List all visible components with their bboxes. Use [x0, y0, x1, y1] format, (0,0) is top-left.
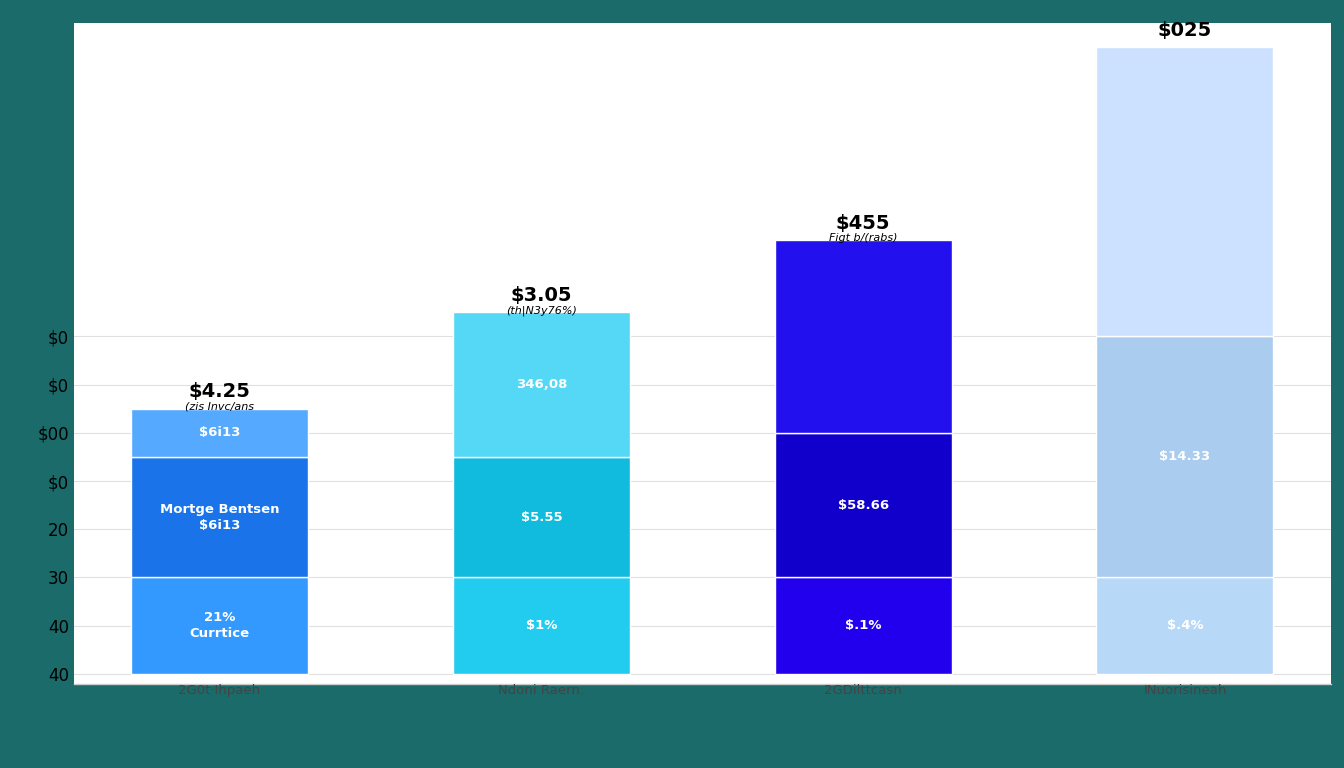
Text: 2G0t·Ihpaeh: 2G0t·Ihpaeh: [179, 684, 261, 697]
Bar: [453, 313, 630, 457]
Bar: [1097, 578, 1273, 674]
Text: $6i13: $6i13: [199, 426, 241, 439]
Text: $5.55: $5.55: [520, 511, 562, 524]
Bar: [132, 457, 308, 578]
Text: $025: $025: [1157, 21, 1212, 40]
Text: Mortge Bentsen
$6i13: Mortge Bentsen $6i13: [160, 503, 280, 531]
Text: Figt b/(rabs): Figt b/(rabs): [829, 233, 898, 243]
Text: $.4%: $.4%: [1167, 619, 1203, 632]
Text: $58.66: $58.66: [837, 498, 888, 511]
Bar: [453, 457, 630, 578]
Text: (th|N3y76%): (th|N3y76%): [505, 305, 577, 316]
Text: (zis Invc/ans: (zis Invc/ans: [185, 402, 254, 412]
Text: $14.33: $14.33: [1160, 450, 1211, 463]
Text: 21%
Currtice: 21% Currtice: [190, 611, 250, 641]
Text: $1%: $1%: [526, 619, 556, 632]
Bar: [1097, 47, 1273, 336]
Bar: [1097, 336, 1273, 578]
Text: 2GDilttcasn: 2GDilttcasn: [824, 684, 902, 697]
Bar: [774, 240, 952, 433]
Text: 346,08: 346,08: [516, 378, 567, 391]
Text: Ndoni Raern.: Ndoni Raern.: [499, 684, 585, 697]
Bar: [774, 578, 952, 674]
Text: $.1%: $.1%: [845, 619, 882, 632]
Bar: [132, 409, 308, 457]
Bar: [774, 433, 952, 578]
Text: $3.05: $3.05: [511, 286, 573, 305]
Text: $4.25: $4.25: [188, 382, 250, 402]
Text: INuorisineah: INuorisineah: [1144, 684, 1227, 697]
Bar: [453, 578, 630, 674]
Text: $455: $455: [836, 214, 890, 233]
Bar: [132, 578, 308, 674]
